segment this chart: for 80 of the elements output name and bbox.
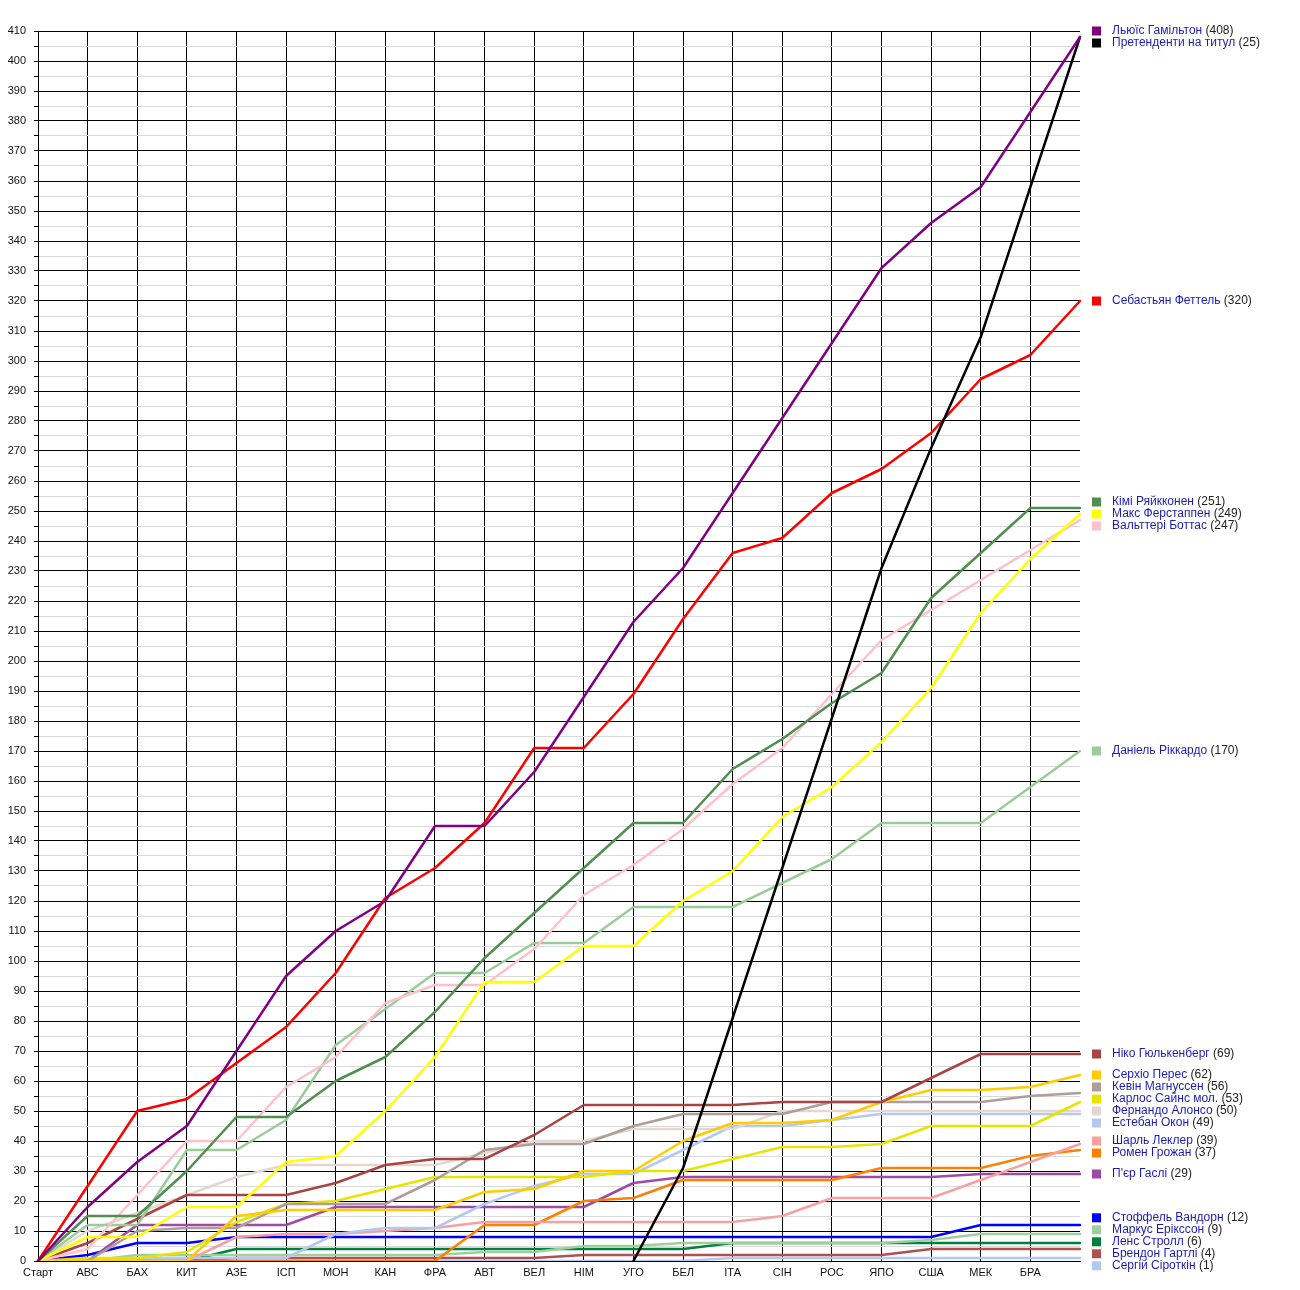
x-tick-label: БЕЛ [672, 1265, 694, 1278]
y-tick-label: 340 [7, 234, 26, 247]
legend-label: Льюїс Гамільтон (408) [1112, 23, 1234, 38]
x-tick-label: БРА [1019, 1265, 1042, 1278]
x-tick-label: США [918, 1265, 945, 1278]
legend-label: Вальттері Боттас (247) [1112, 518, 1239, 533]
y-tick-label: 130 [7, 864, 26, 877]
x-tick-label: АВТ [474, 1265, 496, 1278]
y-tick-label: 360 [7, 174, 26, 187]
y-tick-label: 300 [7, 354, 26, 367]
x-tick-label: КИТ [176, 1265, 198, 1278]
y-tick-label: 370 [7, 144, 26, 157]
x-tick-label: АВС [76, 1265, 99, 1278]
x-tick-label: ФРА [423, 1265, 447, 1278]
legend-label: Серхіо Перес (62) [1112, 1067, 1212, 1082]
y-tick-label: 220 [7, 594, 26, 607]
y-tick-label: 140 [7, 834, 26, 847]
y-tick-label: 0 [19, 1254, 26, 1267]
y-tick-label: 180 [7, 714, 26, 727]
legend-label: Фернандо Алонсо (50) [1112, 1103, 1238, 1118]
y-tick-label: 40 [13, 1134, 26, 1147]
legend-label: Маркус Ерікссон (9) [1112, 1222, 1223, 1237]
y-tick-label: 90 [13, 984, 26, 997]
legend-label: Себастьян Феттель (320) [1112, 293, 1252, 308]
y-tick-label: 330 [7, 264, 26, 277]
legend-label: Стоффель Вандорн (12) [1112, 1210, 1249, 1225]
y-tick-label: 20 [13, 1194, 26, 1207]
x-tick-label: ІСП [276, 1265, 296, 1278]
x-tick-label: ІТА [724, 1265, 742, 1278]
y-tick-label: 260 [7, 474, 26, 487]
y-tick-label: 230 [7, 564, 26, 577]
y-tick-label: 70 [13, 1044, 26, 1057]
x-tick-label: НІМ [573, 1265, 594, 1278]
x-tick-label: ЯПО [869, 1265, 895, 1278]
y-tick-label: 210 [7, 624, 26, 637]
legend-label: Ніко Гюлькенберг (69) [1112, 1046, 1235, 1061]
legend-label: Даніель Ріккардо (170) [1112, 743, 1239, 758]
y-tick-label: 400 [7, 54, 26, 67]
legend-label: П'єр Гаслі (29) [1112, 1166, 1192, 1181]
y-tick-label: 310 [7, 324, 26, 337]
y-tick-label: 60 [13, 1074, 26, 1087]
y-tick-label: 320 [7, 294, 26, 307]
x-tick-label: АЗЕ [225, 1265, 248, 1278]
y-tick-label: 290 [7, 384, 26, 397]
y-tick-label: 240 [7, 534, 26, 547]
y-tick-label: 170 [7, 744, 26, 757]
y-tick-label: 80 [13, 1014, 26, 1027]
x-tick-label: УГО [622, 1265, 645, 1278]
y-tick-label: 190 [7, 684, 26, 697]
legend-label: Естебан Окон (49) [1112, 1115, 1214, 1130]
legend-label: Сергій Сіроткін (1) [1112, 1258, 1214, 1273]
y-tick-label: 30 [13, 1164, 26, 1177]
y-tick-label: 380 [7, 114, 26, 127]
x-tick-label: Старт [23, 1265, 53, 1278]
x-tick-label: МЕК [969, 1265, 993, 1278]
legend-label: Кімі Ряйкконен (251) [1112, 494, 1226, 509]
y-tick-label: 390 [7, 84, 26, 97]
legend-label: Шарль Леклер (39) [1112, 1133, 1218, 1148]
y-tick-label: 160 [7, 774, 26, 787]
y-tick-label: 200 [7, 654, 26, 667]
y-tick-label: 280 [7, 414, 26, 427]
y-tick-label: 50 [13, 1104, 26, 1117]
legend-label: Кевін Магнуссен (56) [1112, 1079, 1229, 1094]
y-tick-label: 270 [7, 444, 26, 457]
y-tick-label: 150 [7, 804, 26, 817]
y-tick-label: 250 [7, 504, 26, 517]
x-tick-label: СІН [772, 1265, 792, 1278]
legend-label: Макс Ферстаппен (249) [1112, 506, 1242, 521]
y-tick-label: 350 [7, 204, 26, 217]
x-tick-label: КАН [374, 1265, 397, 1278]
legend-label: Ромен Грожан (37) [1112, 1145, 1217, 1160]
y-tick-label: 10 [13, 1224, 26, 1237]
x-tick-label: МОН [322, 1265, 349, 1278]
y-tick-label: 100 [7, 954, 26, 967]
x-tick-label: ВЕЛ [523, 1265, 546, 1278]
y-tick-label: 120 [7, 894, 26, 907]
x-tick-label: РОС [820, 1265, 844, 1278]
x-tick-label: БАХ [126, 1265, 149, 1278]
y-tick-label: 410 [7, 24, 26, 37]
y-tick-label: 110 [8, 924, 26, 937]
